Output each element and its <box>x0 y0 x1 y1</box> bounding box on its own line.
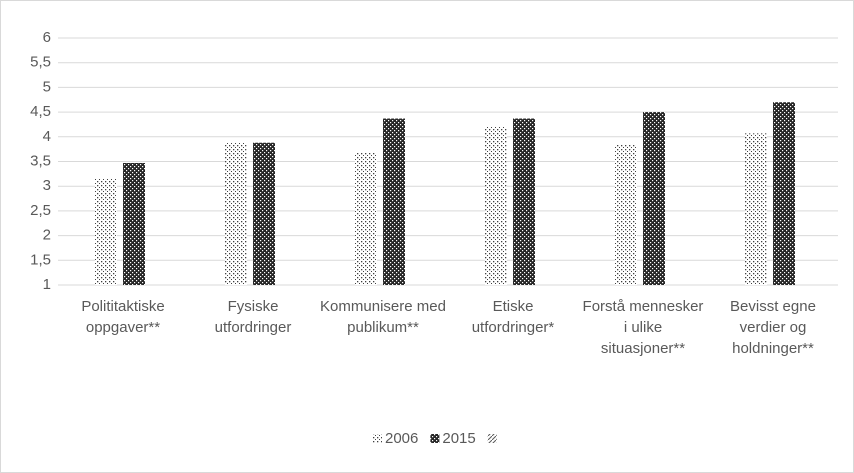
y-tick-label: 3,5 <box>30 152 51 169</box>
bar <box>745 133 767 285</box>
y-tick-label: 3 <box>43 177 51 194</box>
y-tick-label: 1 <box>43 276 51 293</box>
x-tick-label: Bevisst egne verdier og holdninger** <box>730 298 816 357</box>
y-tick-label: 5,5 <box>30 54 51 71</box>
y-tick-label: 4,5 <box>30 103 51 120</box>
y-tick-label: 5 <box>43 78 51 95</box>
bar <box>513 118 535 285</box>
y-tick-label: 2 <box>43 227 51 244</box>
bar <box>773 102 795 285</box>
y-tick-label: 2,5 <box>30 202 51 219</box>
x-tick-label: Forstå mennesker i ulike situasjoner** <box>582 298 704 357</box>
legend-swatch <box>373 434 382 443</box>
bar <box>615 144 637 285</box>
legend-label: 2015 <box>442 430 475 447</box>
bar <box>383 118 405 285</box>
legend-swatch <box>487 434 497 443</box>
y-tick-label: 6 <box>43 29 51 46</box>
y-tick-label: 4 <box>43 128 51 145</box>
bar <box>253 142 275 285</box>
bar <box>225 142 247 285</box>
x-tick-label: Etiske utfordringer* <box>471 298 555 336</box>
x-tick-label: Kommunisere med publikum** <box>320 298 446 336</box>
x-tick-label: Fysiske utfordringer <box>214 298 292 336</box>
legend-swatch <box>430 434 440 443</box>
bar <box>355 152 377 285</box>
bar <box>123 162 145 285</box>
bar <box>95 178 117 285</box>
legend-label: 2006 <box>385 430 418 447</box>
bar <box>485 126 507 285</box>
x-tick-label: Polititaktiske oppgaver** <box>81 298 165 336</box>
bar <box>643 112 665 285</box>
y-tick-label: 1,5 <box>30 251 51 268</box>
